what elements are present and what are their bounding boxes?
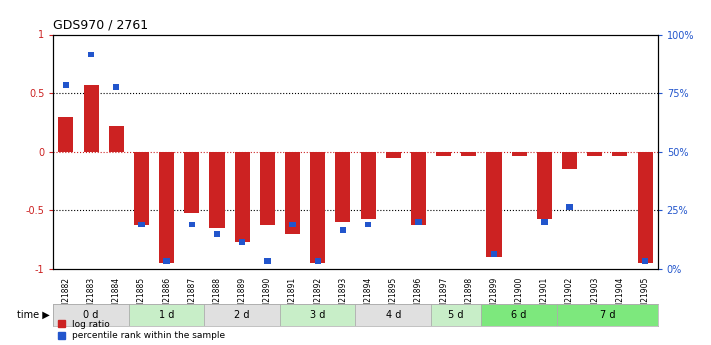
Text: 2 d: 2 d (235, 310, 250, 320)
Text: 6 d: 6 d (511, 310, 527, 320)
Text: 4 d: 4 d (385, 310, 401, 320)
Bar (239, 239, 245, 245)
Bar (562, 152, 577, 169)
Bar (214, 231, 220, 237)
Bar (310, 152, 325, 263)
Text: 3 d: 3 d (310, 310, 326, 320)
Text: 5 d: 5 d (449, 310, 464, 320)
Text: 7 d: 7 d (599, 310, 615, 320)
Bar (210, 152, 225, 228)
Text: time ▶: time ▶ (17, 310, 50, 320)
Bar (58, 117, 73, 152)
Bar (314, 258, 321, 264)
Bar (340, 227, 346, 233)
Bar (356, 304, 431, 326)
Bar (184, 152, 199, 213)
Text: 1 d: 1 d (159, 310, 174, 320)
Bar (63, 82, 69, 88)
Bar (461, 152, 476, 157)
Bar (638, 152, 653, 263)
Bar (491, 251, 497, 257)
Bar (537, 152, 552, 219)
Bar (431, 304, 481, 326)
Bar (139, 221, 144, 227)
Bar (612, 152, 627, 157)
Bar (159, 152, 174, 263)
Bar (109, 126, 124, 152)
Bar (134, 152, 149, 225)
Bar (289, 221, 296, 227)
Bar (411, 152, 426, 225)
Bar (235, 152, 250, 242)
Bar (365, 221, 371, 227)
Bar (481, 304, 557, 326)
Bar (205, 304, 280, 326)
Bar (360, 152, 375, 219)
Bar (587, 152, 602, 157)
Bar (285, 152, 300, 234)
Bar (53, 304, 129, 326)
Bar (84, 85, 99, 152)
Bar (567, 204, 572, 210)
Bar (415, 219, 422, 225)
Bar (280, 304, 356, 326)
Bar (260, 152, 275, 225)
Bar (486, 152, 501, 257)
Bar (541, 219, 547, 225)
Bar (264, 258, 270, 264)
Bar (113, 85, 119, 90)
Bar (88, 51, 95, 57)
Bar (164, 258, 170, 264)
Bar (512, 152, 527, 157)
Text: 0 d: 0 d (83, 310, 99, 320)
Bar (129, 304, 205, 326)
Bar (642, 258, 648, 264)
Bar (336, 152, 351, 222)
Bar (436, 152, 451, 157)
Text: GDS970 / 2761: GDS970 / 2761 (53, 19, 149, 32)
Bar (385, 152, 401, 158)
Legend: log ratio, percentile rank within the sample: log ratio, percentile rank within the sa… (58, 320, 225, 341)
Bar (557, 304, 658, 326)
Bar (188, 221, 195, 227)
